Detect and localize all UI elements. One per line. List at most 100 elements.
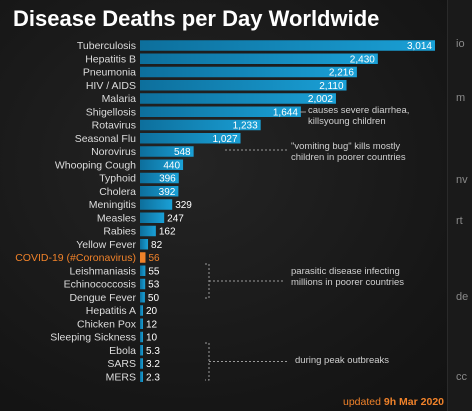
category-label-meningitis: Meningitis	[89, 199, 136, 211]
value-label-meningitis: 329	[175, 200, 192, 211]
bar-pneumonia	[140, 66, 357, 78]
category-label-rabies: Rabies	[103, 226, 136, 238]
edge-glyph-1: io	[456, 38, 465, 50]
category-label-mers: MERS	[106, 371, 136, 383]
value-label-chicken-pox: 12	[146, 319, 158, 330]
value-label-hepatitis-b: 2,430	[350, 54, 375, 65]
bar-whooping-cough	[140, 159, 184, 170]
bar-sleeping-sickness	[140, 331, 143, 343]
adjacent-page-edge	[447, 0, 472, 411]
bar-mers	[140, 371, 143, 382]
chart-title: Disease Deaths per Day Worldwide	[13, 6, 379, 31]
value-label-cholera: 392	[159, 187, 176, 198]
category-label-pneumonia: Pneumonia	[83, 67, 136, 79]
annotation-text-3-1: parasitic disease infecting	[291, 266, 400, 277]
bar-meningitis	[140, 199, 173, 210]
annotation-text-1-1: causes severe diarrhea,	[308, 105, 409, 116]
edge-glyphs: io m nv rt de cc	[456, 38, 468, 383]
value-label-norovirus: 548	[174, 147, 191, 158]
bar-ebola	[140, 345, 143, 356]
annotation-text-2-1: "vomiting bug" kills mostly	[291, 141, 400, 152]
bars: Tuberculosis 3,014 Hepatitis B 2,430 Pneumon…	[15, 40, 435, 383]
bar-tuberculosis	[140, 40, 435, 51]
category-label-leishmaniasis: Leishmaniasis	[69, 265, 136, 277]
bar-hepatitis-b	[140, 53, 378, 64]
updated-date: 9h Mar 2020	[384, 396, 444, 408]
updated-label: updated 9h Mar 2020	[343, 396, 444, 408]
category-label-hepatitis-b: Hepatitis B	[85, 53, 136, 65]
value-label-rotavirus: 1,233	[233, 121, 258, 132]
edge-glyph-4: rt	[456, 215, 463, 227]
category-label-hepatitis-a: Hepatitis A	[86, 305, 136, 317]
value-label-yellow-fever: 82	[151, 240, 163, 251]
value-label-typhoid: 396	[159, 174, 176, 185]
value-label-tuberculosis: 3,014	[407, 41, 432, 52]
bar-cholera	[140, 186, 179, 197]
annotation-text-3-2: millions in poorer countries	[291, 277, 404, 288]
bar-sars	[140, 358, 143, 369]
value-label-leishmaniasis: 55	[148, 266, 160, 277]
bar-rotavirus	[140, 119, 261, 131]
category-label-dengue-fever: Dengue Fever	[69, 292, 136, 304]
updated-prefix: updated	[343, 396, 384, 408]
value-label-covid-19-coronavirus: 56	[148, 253, 160, 264]
value-label-sleeping-sickness: 10	[146, 333, 158, 344]
bar-shigellosis	[140, 106, 301, 117]
annotation-text-4-1: during peak outbreaks	[295, 355, 389, 366]
value-label-hepatitis-a: 20	[146, 306, 158, 317]
bar-norovirus	[140, 146, 194, 157]
annotation-bracket-3	[205, 263, 285, 299]
value-label-malaria: 2,002	[308, 94, 333, 105]
category-label-tuberculosis: Tuberculosis	[77, 40, 136, 52]
bar-typhoid	[140, 172, 179, 184]
category-label-sleeping-sickness: Sleeping Sickness	[50, 332, 136, 344]
bar-chicken-pox	[140, 318, 143, 329]
category-label-malaria: Malaria	[102, 93, 137, 105]
bar-dengue-fever	[140, 292, 145, 303]
category-label-cholera: Cholera	[99, 186, 136, 198]
value-label-whooping-cough: 440	[163, 160, 180, 171]
value-label-measles: 247	[167, 213, 184, 224]
category-label-shigellosis: Shigellosis	[86, 106, 136, 118]
value-label-ebola: 5.3	[146, 346, 160, 357]
value-label-rabies: 162	[159, 227, 176, 238]
value-label-echinococcosis: 53	[148, 280, 160, 291]
value-label-hiv-aids: 2,110	[319, 81, 344, 92]
category-label-hiv-aids: HIV / AIDS	[86, 80, 136, 92]
category-label-ebola: Ebola	[109, 345, 136, 357]
bar-leishmaniasis	[140, 265, 146, 276]
edge-glyph-5: de	[456, 291, 468, 303]
value-label-shigellosis: 1,644	[273, 107, 298, 118]
bar-seasonal-flu	[140, 133, 241, 144]
annotations: causes severe diarrhea,killsyoung childr…	[205, 105, 409, 381]
value-label-seasonal-flu: 1,027	[212, 134, 237, 145]
bar-malaria	[140, 93, 336, 104]
value-label-pneumonia: 2,216	[329, 68, 354, 79]
bar-covid-19-coronavirus	[140, 252, 146, 263]
bar-hepatitis-a	[140, 305, 143, 316]
edge-glyph-2: m	[456, 92, 465, 104]
annotation-text-2-2: children in poorer countries	[291, 152, 406, 163]
bar-yellow-fever	[140, 239, 149, 250]
category-label-whooping-cough: Whooping Cough	[55, 159, 136, 171]
category-label-sars: SARS	[107, 358, 136, 370]
annotation-text-1-2: killsyoung children	[308, 116, 386, 127]
bar-measles	[140, 212, 165, 223]
bar-echinococcosis	[140, 278, 146, 290]
category-label-norovirus: Norovirus	[91, 146, 136, 158]
value-label-mers: 2.3	[146, 372, 160, 383]
category-label-seasonal-flu: Seasonal Flu	[75, 133, 136, 145]
edge-glyph-3: nv	[456, 174, 468, 186]
category-label-measles: Measles	[97, 212, 136, 224]
edge-glyph-6: cc	[456, 371, 468, 383]
category-label-chicken-pox: Chicken Pox	[77, 318, 137, 330]
category-label-covid-19-coronavirus: COVID-19 (#Coronavirus)	[15, 252, 136, 264]
value-label-dengue-fever: 50	[148, 293, 160, 304]
annotation-bracket-4	[205, 342, 289, 381]
bar-rabies	[140, 225, 156, 237]
bar-hiv-aids	[140, 80, 347, 91]
category-label-rotavirus: Rotavirus	[92, 120, 136, 132]
category-label-echinococcosis: Echinococcosis	[64, 279, 136, 291]
category-label-yellow-fever: Yellow Fever	[76, 239, 136, 251]
